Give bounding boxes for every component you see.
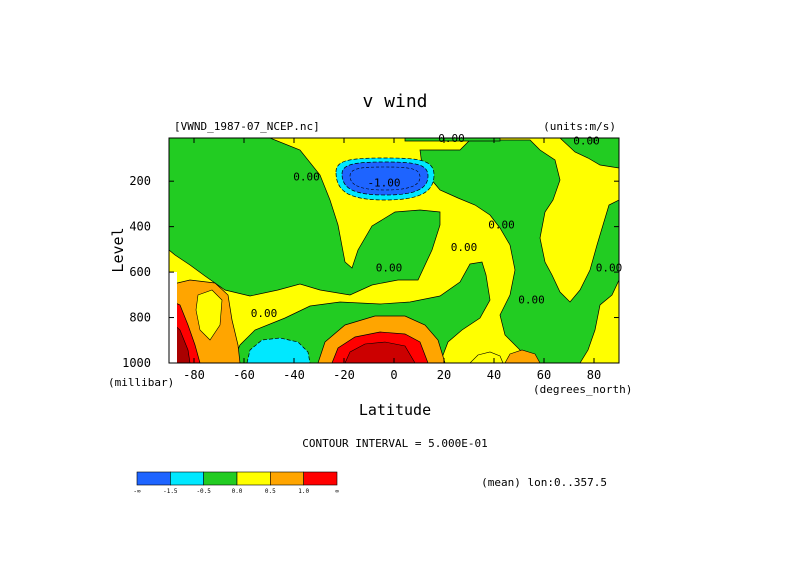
y-axis: 200 400 600 800 1000	[122, 174, 619, 370]
contour-label: 0.00	[488, 218, 515, 231]
contour-label: 0.00	[451, 241, 478, 254]
contour-label: 0.00	[438, 132, 465, 145]
fill-green-top-strip	[404, 138, 501, 142]
y-tick-label: 800	[129, 311, 151, 325]
colorbar-label: 0.0	[232, 488, 243, 495]
x-tick-label: -60	[233, 368, 255, 382]
contour-label: 0.00	[596, 262, 623, 275]
fill-darkred-surface	[344, 341, 416, 363]
chart-title: v wind	[362, 91, 427, 112]
colorbar-swatch	[203, 471, 238, 486]
contour-label: 0.00	[573, 134, 600, 147]
y-tick-label: 1000	[122, 356, 151, 370]
colorbar-swatch	[136, 471, 171, 486]
fill-blue-jet	[341, 161, 429, 196]
fill-green-right	[419, 139, 619, 363]
x-axis-label: Latitude	[359, 401, 431, 419]
x-tick-label: -80	[183, 368, 205, 382]
x-tick-label: -20	[333, 368, 355, 382]
units-label: (units:m/s)	[543, 120, 616, 133]
colorbar-label: -0.5	[196, 488, 211, 495]
fill-green-upper	[169, 138, 441, 297]
contour-label: 0.00	[518, 293, 545, 306]
colorbar-label: -∞	[133, 488, 141, 495]
colorbar-label: 1.0	[298, 488, 309, 495]
y-axis-label: Level	[109, 227, 127, 272]
contour-label: 0.00	[376, 262, 403, 275]
contour-label: 0.00	[293, 171, 320, 184]
x-tick-label: 60	[537, 368, 551, 382]
x-tick-label: 20	[437, 368, 451, 382]
colorbar-swatch	[236, 471, 271, 486]
colorbar-swatch	[170, 471, 204, 486]
contour-label: -1.00	[367, 176, 400, 189]
contour-labels: 0.00 0.00 0.00 -1.00 0.00 0.00 0.00 0.00 0.00 0.0…	[251, 132, 623, 320]
y-tick-label: 600	[129, 265, 151, 279]
x-tick-label: 0	[390, 368, 397, 382]
y-tick-label: 200	[129, 174, 151, 188]
colorbar-swatch	[303, 471, 338, 486]
x-tick-label: 80	[587, 368, 601, 382]
colorbar-label: -1.5	[163, 488, 178, 495]
fill-orange-midlat	[504, 349, 541, 363]
y-unit-label: (millibar)	[108, 376, 174, 389]
y-tick-label: 400	[129, 220, 151, 234]
colorbar-swatch	[270, 471, 304, 486]
fill-yellow-tail	[469, 351, 504, 363]
x-tick-label: -40	[283, 368, 305, 382]
contour-fill-layer	[169, 138, 619, 363]
mean-label: (mean) lon:0..357.5	[481, 476, 607, 489]
fill-yellow-antarctic-pocket	[195, 289, 223, 341]
fill-green-top-right	[559, 138, 619, 169]
source-file-label: [VWND_1987-07_NCEP.nc]	[174, 120, 320, 133]
contour-interval-label: CONTOUR INTERVAL = 5.000E-01	[302, 437, 487, 450]
fill-cyan-south	[246, 337, 311, 363]
contour-label: 0.00	[251, 307, 278, 320]
colorbar: -∞ -1.5 -0.5 0.0 0.5 1.0 ∞	[133, 471, 339, 495]
colorbar-label: ∞	[335, 488, 339, 495]
x-axis: -80 -60 -40 -20 0 20 40 60 80	[183, 138, 601, 382]
x-unit-label: (degrees_north)	[533, 383, 632, 396]
colorbar-label: 0.5	[265, 488, 276, 495]
x-tick-label: 40	[487, 368, 501, 382]
contour-jet-inner	[349, 166, 421, 191]
